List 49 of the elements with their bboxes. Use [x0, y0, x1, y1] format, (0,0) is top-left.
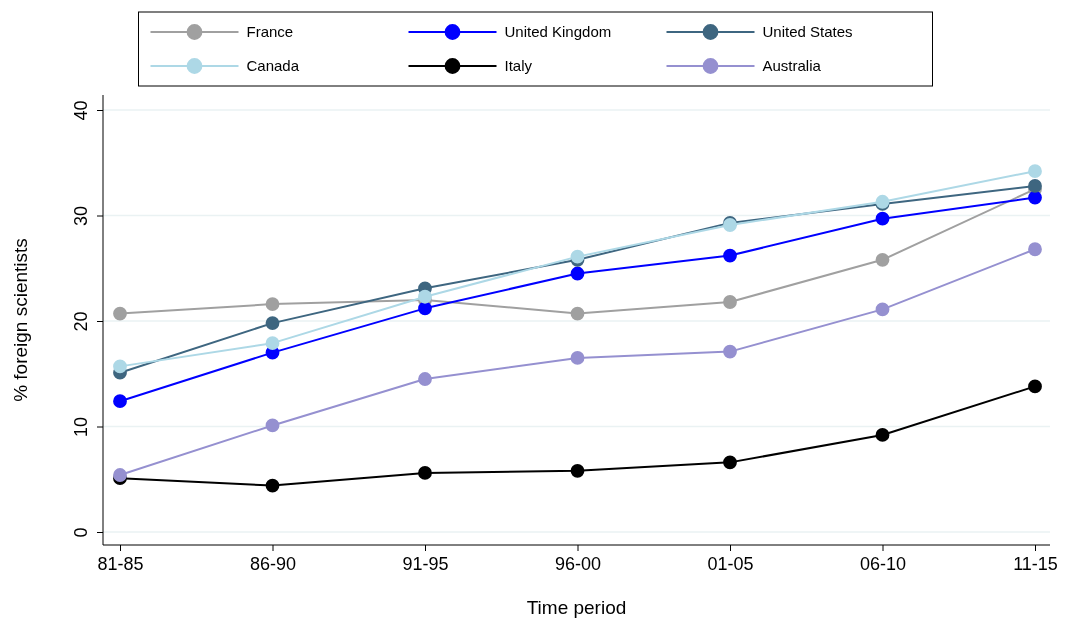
x-tick-label: 06-10: [859, 554, 907, 575]
point: [1028, 190, 1042, 205]
point: [265, 297, 280, 312]
point: [570, 306, 585, 321]
legend-label: United States: [762, 23, 853, 40]
legend-label: United Kingdom: [504, 23, 612, 40]
point: [1028, 242, 1042, 257]
x-tick-label: 96-00: [554, 554, 602, 575]
x-tick-label: 11-15: [1013, 554, 1058, 575]
y-tick-label: 10: [71, 416, 91, 438]
point: [875, 252, 890, 267]
point: [418, 301, 432, 316]
point: [113, 306, 127, 321]
x-tick-label: 86-90: [249, 554, 297, 575]
legend-label: France: [246, 23, 294, 40]
x-tick-label: 81-85: [97, 554, 144, 575]
point: [113, 359, 127, 374]
point: [1028, 379, 1042, 394]
y-tick-label: 40: [71, 100, 91, 121]
y-tick-label: 20: [71, 311, 91, 332]
point: [570, 351, 585, 365]
point: [875, 302, 890, 317]
point: [875, 211, 890, 226]
x-axis-title: Time period: [526, 597, 627, 618]
legend-label: Canada: [246, 57, 300, 74]
legend-label: Australia: [762, 57, 822, 74]
point: [418, 466, 432, 480]
point: [265, 336, 280, 351]
point: [265, 316, 280, 331]
y-tick-label: 30: [71, 205, 91, 227]
legend-label: Italy: [504, 57, 533, 74]
point: [113, 394, 127, 409]
point: [1028, 164, 1042, 179]
point: [265, 478, 280, 493]
point: [113, 468, 127, 482]
point: [418, 372, 432, 386]
point: [723, 248, 737, 263]
point: [570, 463, 585, 478]
x-tick-label: 91-95: [402, 554, 449, 575]
point: [570, 266, 585, 281]
point: [875, 428, 890, 442]
point: [265, 418, 280, 433]
point: [723, 295, 737, 309]
point: [418, 289, 432, 304]
y-tick-label: 0: [71, 527, 91, 538]
y-axis-title: % foreign scientists: [10, 238, 31, 402]
point: [723, 455, 737, 470]
x-tick-label: 01-05: [707, 554, 754, 575]
point: [723, 344, 737, 359]
